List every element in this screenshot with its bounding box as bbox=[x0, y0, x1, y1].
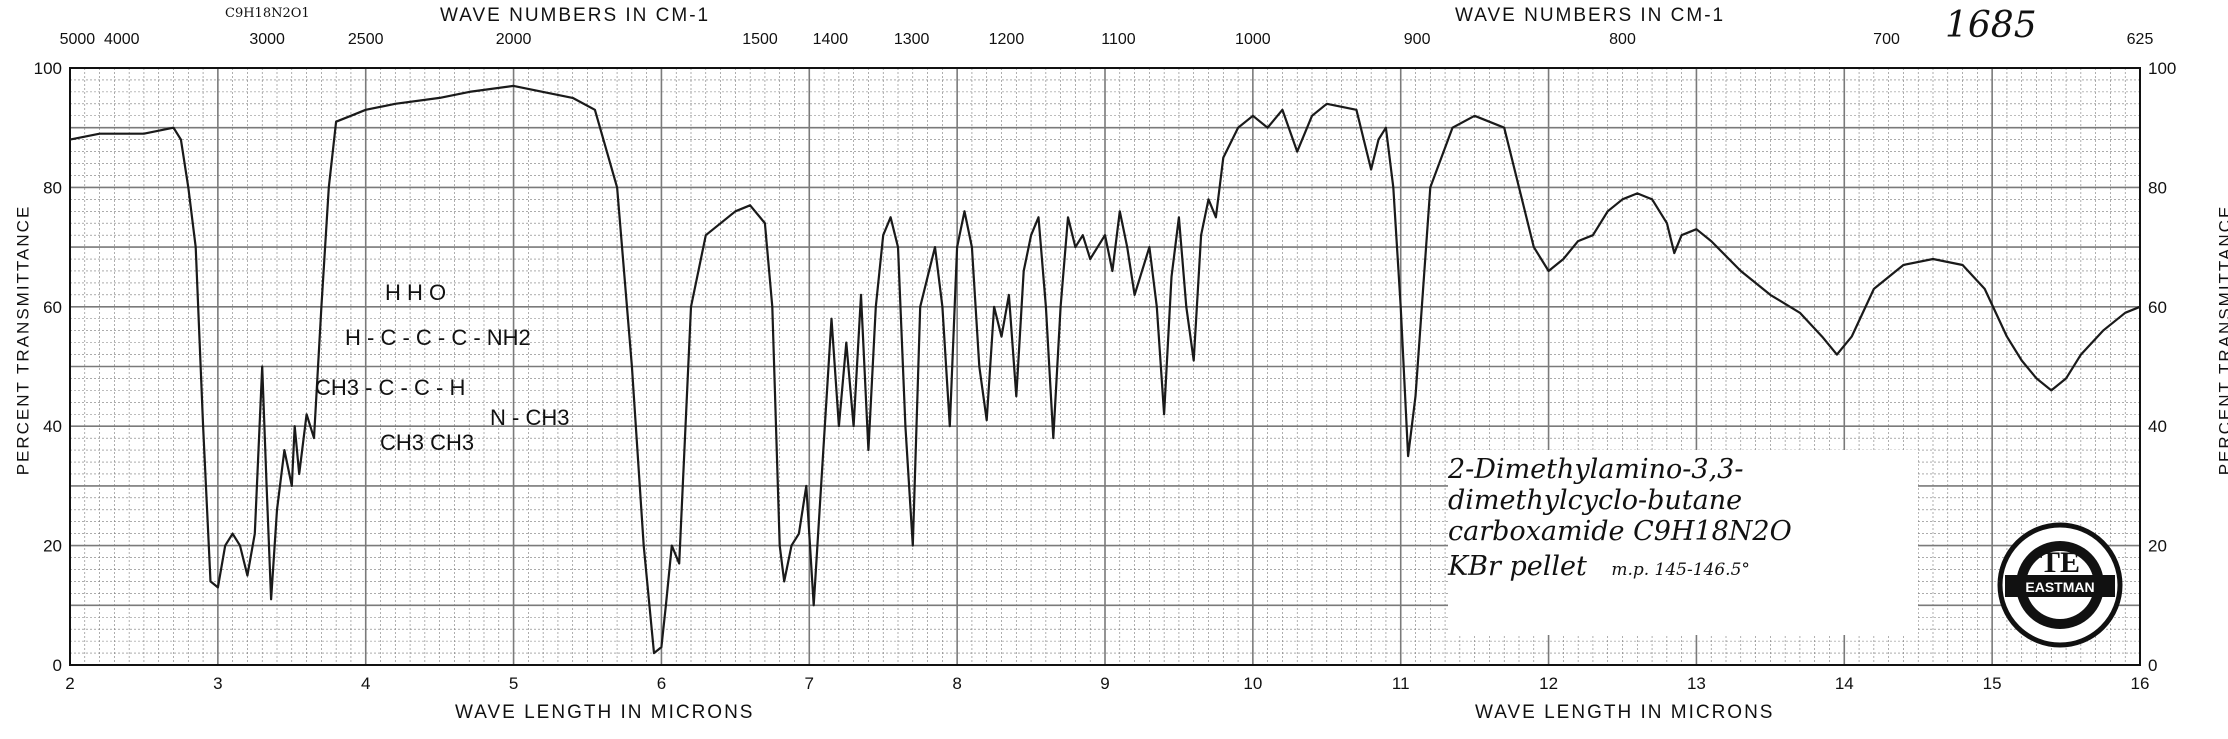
y-tick-label-right: 40 bbox=[2148, 417, 2167, 436]
structure-row4: CH3 CH3 bbox=[380, 430, 475, 455]
wavenumber-tick-label: 700 bbox=[1873, 31, 1900, 48]
note-line3: carboxamide C9H18N2O bbox=[1448, 516, 1792, 547]
wavenumber-tick-label: 2000 bbox=[496, 31, 532, 48]
wavenumber-tick-label: 1000 bbox=[1235, 31, 1271, 48]
wavenumber-tick-label: 800 bbox=[1609, 31, 1636, 48]
x-tick-label: 8 bbox=[952, 674, 961, 693]
x-tick-label: 9 bbox=[1100, 674, 1109, 693]
formula-header: C9H18N2O1 bbox=[225, 6, 310, 21]
wavenumber-tick-label: 5000 bbox=[60, 31, 96, 48]
x-tick-label: 10 bbox=[1243, 674, 1262, 693]
wavenumber-tick-label: 1100 bbox=[1101, 31, 1136, 48]
wavenumber-tick-label: 2500 bbox=[348, 31, 384, 48]
note-line1: 2-Dimethylamino-3,3- bbox=[1448, 454, 1744, 485]
y-tick-label-left: 60 bbox=[43, 298, 62, 317]
y-tick-label-left: 100 bbox=[34, 59, 62, 78]
y-tick-label-left: 0 bbox=[53, 656, 62, 675]
wavenumber-tick-label: 625 bbox=[2127, 31, 2154, 48]
x-tick-label: 16 bbox=[2131, 674, 2150, 693]
structure-row3b: N - CH3 bbox=[490, 405, 570, 430]
x-tick-label: 6 bbox=[657, 674, 666, 693]
x-tick-label: 4 bbox=[361, 674, 370, 693]
y-tick-label-left: 20 bbox=[43, 537, 62, 556]
note-line2: dimethylcyclo-butane bbox=[1448, 485, 1743, 516]
seal-text: EASTMAN bbox=[2025, 579, 2094, 595]
x-tick-label: 14 bbox=[1835, 674, 1854, 693]
wavenumber-tick-label: 1500 bbox=[742, 31, 778, 48]
company-seal-logo: EASTMAN TE bbox=[1997, 522, 2123, 648]
bottom-axis-label-right: WAVE LENGTH IN MICRONS bbox=[1475, 702, 1775, 723]
y-axis-label-left: PERCENT TRANSMITTANCE bbox=[13, 204, 33, 476]
x-tick-label: 5 bbox=[509, 674, 518, 693]
y-tick-label-left: 80 bbox=[43, 178, 62, 197]
svg-text:TE: TE bbox=[2040, 546, 2080, 579]
structure-row2: H - C - C - C - NH2 bbox=[345, 325, 531, 350]
y-tick-label-right: 100 bbox=[2148, 59, 2176, 78]
x-tick-label: 2 bbox=[65, 674, 74, 693]
note-line4: KBr pellet bbox=[1448, 551, 1587, 582]
x-tick-label: 15 bbox=[1983, 674, 2002, 693]
structure-row3: CH3 - C - C - H bbox=[315, 375, 466, 400]
sample-number: 1685 bbox=[1945, 5, 2037, 46]
y-tick-label-right: 0 bbox=[2148, 656, 2157, 675]
sample-note: 2-Dimethylamino-3,3- dimethylcyclo-butan… bbox=[1448, 450, 1918, 635]
wavenumber-tick-labels: 5000 4000 3000 2500 2000 1500 1400 1300 1200 1100… bbox=[60, 31, 2154, 48]
wavenumber-tick-label: 4000 bbox=[104, 31, 140, 48]
y-tick-label-right: 80 bbox=[2148, 178, 2167, 197]
y-axis-label-right: PERCENT TRANSMITTANCE bbox=[2215, 204, 2228, 476]
y-tick-label-left: 40 bbox=[43, 417, 62, 436]
top-axis-label-right: WAVE NUMBERS IN CM-1 bbox=[1455, 5, 1726, 26]
y-tick-labels: 0 0 20 20 40 40 60 60 80 80 100 100 bbox=[34, 59, 2177, 675]
x-tick-label: 13 bbox=[1687, 674, 1706, 693]
bottom-axis-label-left: WAVE LENGTH IN MICRONS bbox=[455, 702, 755, 723]
note-mp: m.p. 145-146.5° bbox=[1611, 560, 1750, 580]
y-tick-label-right: 20 bbox=[2148, 537, 2167, 556]
plot-frame bbox=[69, 67, 2141, 666]
x-tick-label: 3 bbox=[213, 674, 222, 693]
wavenumber-tick-label: 1200 bbox=[989, 31, 1025, 48]
wavenumber-tick-label: 3000 bbox=[249, 31, 285, 48]
x-tick-label: 7 bbox=[805, 674, 814, 693]
structure-row1: H H O bbox=[385, 280, 447, 305]
top-axis-label-left: WAVE NUMBERS IN CM-1 bbox=[440, 5, 711, 26]
wavenumber-tick-label: 900 bbox=[1404, 31, 1431, 48]
wavenumber-tick-label: 1400 bbox=[813, 31, 849, 48]
x-tick-label: 12 bbox=[1539, 674, 1558, 693]
x-tick-label: 11 bbox=[1392, 674, 1410, 693]
spectrum-line bbox=[69, 84, 2141, 655]
x-tick-labels: 2 3 4 5 6 7 8 9 10 11 12 13 14 15 16 bbox=[65, 674, 2149, 693]
y-tick-label-right: 60 bbox=[2148, 298, 2167, 317]
wavenumber-tick-label: 1300 bbox=[894, 31, 930, 48]
